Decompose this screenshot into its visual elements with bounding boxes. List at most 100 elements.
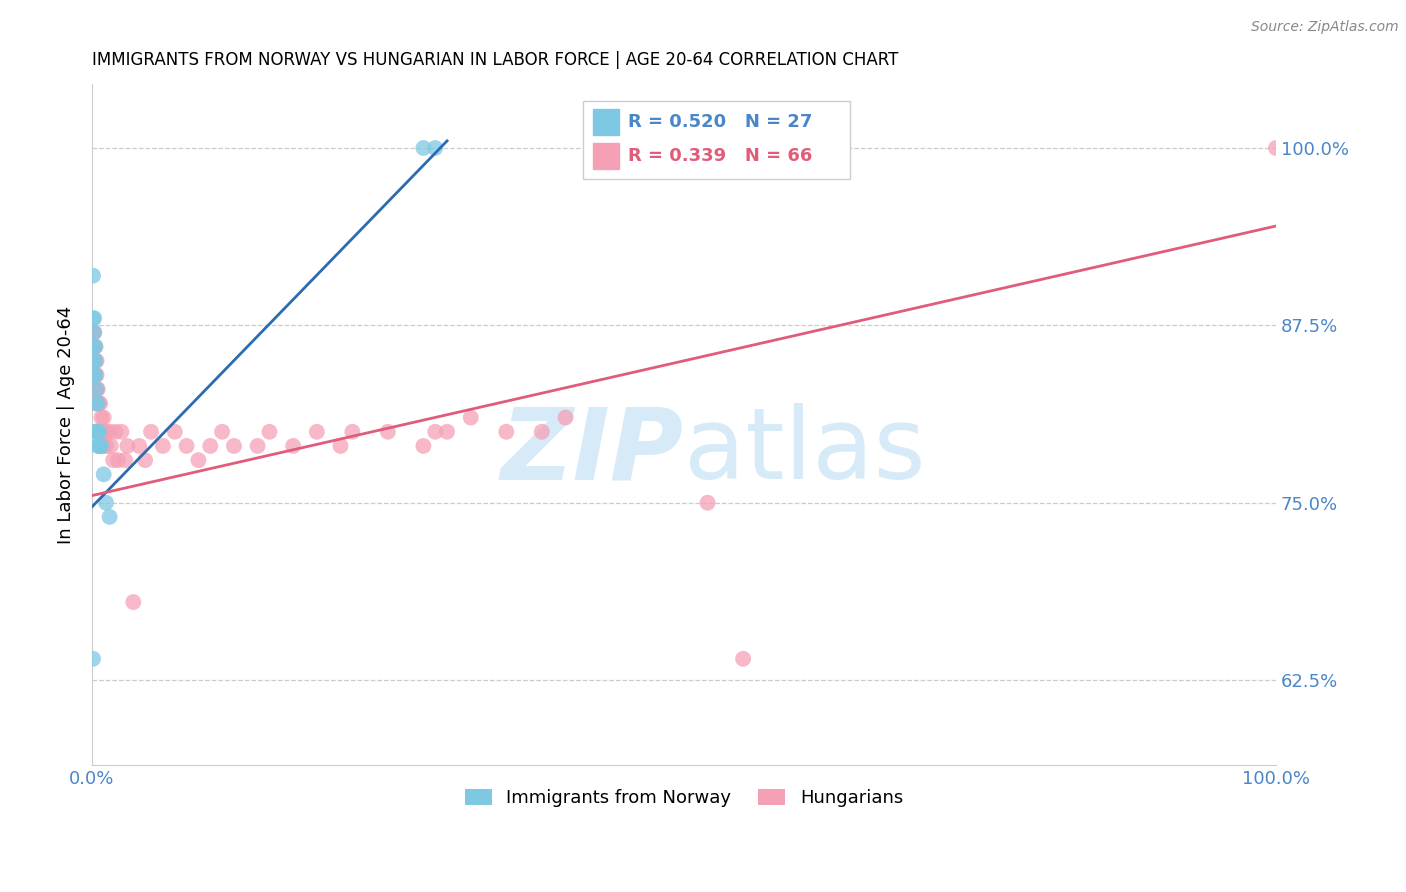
Text: R = 0.339   N = 66: R = 0.339 N = 66 [628, 146, 813, 165]
Text: Source: ZipAtlas.com: Source: ZipAtlas.com [1251, 20, 1399, 34]
Bar [593, 110, 619, 136]
Point [86, 382, 108, 396]
Point [696, 496, 718, 510]
Point [86, 396, 108, 410]
Point [82, 382, 104, 396]
Point [86, 353, 108, 368]
Point [82, 268, 104, 283]
Point [86, 425, 108, 439]
Point [554, 410, 576, 425]
Point [87, 439, 110, 453]
Point [211, 425, 233, 439]
Point [93, 439, 115, 453]
Point [82, 652, 104, 666]
Point [94, 425, 117, 439]
Point [84, 340, 107, 354]
Point [87, 396, 110, 410]
Text: atlas: atlas [683, 403, 925, 500]
Point [412, 439, 434, 453]
Point [128, 439, 150, 453]
Point [733, 652, 755, 666]
Point [83, 326, 105, 340]
Point [87, 425, 110, 439]
Point [83, 326, 105, 340]
Point [329, 439, 352, 453]
Point [84, 396, 107, 410]
Bar [593, 144, 619, 169]
Point [87, 396, 110, 410]
Point [152, 439, 174, 453]
Point [84, 425, 107, 439]
Point [107, 453, 129, 467]
Point [1265, 141, 1288, 155]
Point [84, 353, 107, 368]
Point [93, 410, 115, 425]
Point [530, 425, 553, 439]
Point [90, 439, 112, 453]
Point [84, 368, 107, 382]
Point [163, 425, 186, 439]
Point [98, 509, 121, 524]
Point [83, 353, 105, 368]
Point [83, 311, 105, 326]
Point [436, 425, 458, 439]
Point [89, 396, 111, 410]
Point [90, 439, 112, 453]
Point [87, 396, 110, 410]
Point [89, 425, 111, 439]
Point [425, 425, 447, 439]
Point [87, 425, 110, 439]
Point [91, 425, 114, 439]
Point [281, 439, 304, 453]
Point [412, 141, 434, 155]
Point [86, 425, 108, 439]
Point [176, 439, 198, 453]
Point [82, 326, 104, 340]
Point [82, 340, 104, 354]
Point [101, 453, 124, 467]
Point [82, 311, 104, 326]
Point [93, 467, 115, 482]
Text: R = 0.520   N = 27: R = 0.520 N = 27 [628, 112, 813, 130]
Point [110, 425, 132, 439]
Point [86, 368, 108, 382]
Point [83, 340, 105, 354]
Point [82, 340, 104, 354]
Point [98, 425, 121, 439]
Point [122, 595, 145, 609]
Point [200, 439, 222, 453]
Point [305, 425, 328, 439]
Y-axis label: In Labor Force | Age 20-64: In Labor Force | Age 20-64 [58, 306, 75, 544]
Point [117, 439, 139, 453]
Point [222, 439, 245, 453]
Point [246, 439, 269, 453]
Point [377, 425, 399, 439]
Text: ZIP: ZIP [501, 403, 683, 500]
Point [84, 353, 107, 368]
Point [94, 439, 117, 453]
Point [259, 425, 281, 439]
Point [83, 382, 105, 396]
Point [87, 439, 110, 453]
Point [86, 382, 108, 396]
Point [100, 439, 122, 453]
Point [94, 496, 117, 510]
Legend: Immigrants from Norway, Hungarians: Immigrants from Norway, Hungarians [457, 781, 910, 814]
Point [87, 425, 110, 439]
Point [114, 453, 136, 467]
Point [84, 368, 107, 382]
Point [84, 340, 107, 354]
Point [87, 382, 110, 396]
Point [425, 141, 447, 155]
Point [83, 353, 105, 368]
FancyBboxPatch shape [583, 101, 849, 179]
Point [134, 453, 156, 467]
Point [342, 425, 364, 439]
Point [187, 453, 209, 467]
Point [495, 425, 517, 439]
Point [90, 410, 112, 425]
Text: IMMIGRANTS FROM NORWAY VS HUNGARIAN IN LABOR FORCE | AGE 20-64 CORRELATION CHART: IMMIGRANTS FROM NORWAY VS HUNGARIAN IN L… [91, 51, 898, 69]
Point [139, 425, 162, 439]
Point [82, 368, 104, 382]
Point [460, 410, 482, 425]
